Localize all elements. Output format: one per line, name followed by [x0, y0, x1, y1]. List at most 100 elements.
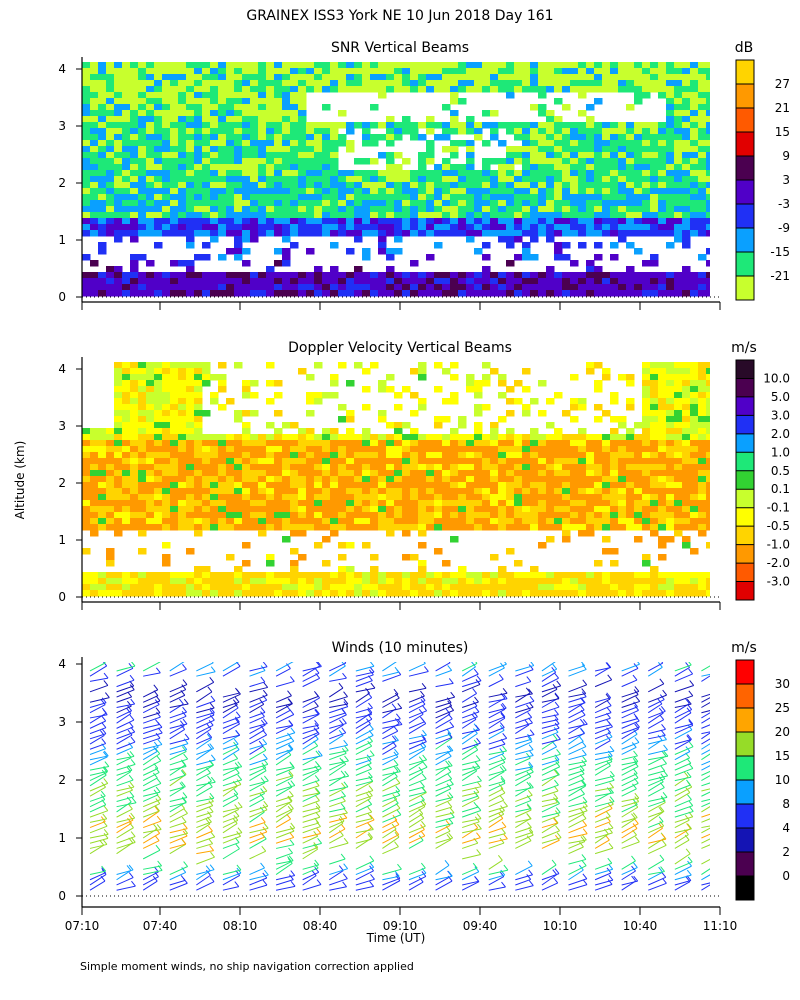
snr-cell: [170, 272, 179, 279]
snr-cell: [490, 110, 499, 117]
snr-cell: [378, 68, 387, 75]
velocity-cell: [706, 458, 710, 465]
velocity-cell: [530, 494, 539, 501]
snr-cell: [482, 266, 491, 273]
velocity-cell: [98, 464, 107, 471]
snr-cell: [618, 290, 627, 297]
velocity-cell: [282, 518, 291, 525]
velocity-cell: [418, 524, 427, 531]
velocity-cell: [138, 482, 147, 489]
velocity-cell: [154, 398, 163, 405]
snr-cell: [106, 224, 115, 231]
velocity-cell: [154, 488, 163, 495]
snr-cell: [282, 188, 291, 195]
velocity-cell: [586, 476, 595, 483]
velocity-cell: [242, 464, 251, 471]
velocity-cell: [194, 440, 203, 447]
velocity-cell: [586, 368, 595, 375]
velocity-cell: [106, 428, 115, 435]
snr-cell: [570, 122, 579, 129]
snr-cell: [298, 86, 307, 93]
velocity-cell: [602, 488, 611, 495]
snr-cell: [586, 176, 595, 183]
velocity-cell: [506, 410, 515, 417]
snr-cell: [130, 98, 139, 105]
snr-cell: [354, 80, 363, 87]
velocity-cell: [354, 512, 363, 519]
snr-cell: [538, 110, 547, 117]
snr-cell: [218, 92, 227, 99]
velocity-cell: [426, 482, 435, 489]
velocity-cell: [330, 374, 339, 381]
velocity-cell: [330, 470, 339, 477]
velocity-cell: [378, 452, 387, 459]
snr-cell: [546, 164, 555, 171]
snr-cell: [370, 176, 379, 183]
velocity-cell: [130, 416, 139, 423]
snr-cell: [386, 248, 395, 255]
figure-title: GRAINEX ISS3 York NE 10 Jun 2018 Day 161: [246, 8, 553, 24]
snr-cell: [442, 224, 451, 231]
snr-cell: [698, 206, 707, 213]
snr-cell: [258, 116, 267, 123]
snr-cell: [546, 182, 555, 189]
snr-cell: [370, 188, 379, 195]
velocity-cell: [322, 536, 331, 543]
snr-cell: [90, 206, 99, 213]
velocity-cell: [130, 368, 139, 375]
velocity-cell: [234, 524, 243, 531]
snr-cell: [514, 152, 523, 159]
velocity-cell: [250, 518, 259, 525]
velocity-cell: [138, 362, 147, 369]
snr-cell: [282, 92, 291, 99]
wind-barb: [116, 836, 136, 844]
velocity-cell: [370, 554, 379, 561]
velocity-cell: [434, 464, 443, 471]
velocity-cell: [674, 446, 683, 453]
snr-cell: [378, 200, 387, 207]
wind-barb: [169, 843, 187, 855]
velocity-cell: [354, 362, 363, 369]
velocity-cell: [90, 446, 99, 453]
snr-cell: [458, 80, 467, 87]
velocity-cell: [682, 470, 691, 477]
snr-cell: [354, 158, 363, 165]
snr-cell: [338, 170, 347, 177]
snr-cell: [554, 176, 563, 183]
snr-cell: [106, 230, 115, 237]
snr-cell: [706, 272, 710, 279]
snr-cell: [626, 266, 635, 273]
velocity-cell: [394, 470, 403, 477]
snr-cell: [322, 206, 331, 213]
velocity-cell: [130, 464, 139, 471]
velocity-cell: [218, 584, 227, 591]
velocity-cell: [210, 590, 219, 597]
velocity-cell: [474, 488, 483, 495]
velocity-cell: [434, 500, 443, 507]
velocity-cell: [226, 470, 235, 477]
velocity-cell: [250, 470, 259, 477]
snr-cell: [138, 188, 147, 195]
snr-cell: [418, 170, 427, 177]
velocity-cell: [562, 572, 571, 579]
velocity-cell: [418, 578, 427, 585]
snr-cell: [202, 134, 211, 141]
velocity-cell: [170, 470, 179, 477]
snr-cell: [674, 200, 683, 207]
velocity-cell: [554, 476, 563, 483]
snr-cell: [426, 290, 435, 297]
velocity-cell: [250, 434, 259, 441]
snr-cell: [226, 140, 235, 147]
snr-cell: [306, 194, 315, 201]
snr-panel-title: SNR Vertical Beams: [331, 40, 469, 56]
snr-cell: [186, 176, 195, 183]
velocity-cell: [162, 482, 171, 489]
snr-cell: [442, 86, 451, 93]
snr-cell: [90, 278, 99, 285]
velocity-cell: [402, 554, 411, 561]
velocity-cell: [338, 584, 347, 591]
snr-cell: [562, 122, 571, 129]
velocity-cell: [410, 500, 419, 507]
snr-cell: [114, 266, 123, 273]
velocity-cell: [482, 404, 491, 411]
